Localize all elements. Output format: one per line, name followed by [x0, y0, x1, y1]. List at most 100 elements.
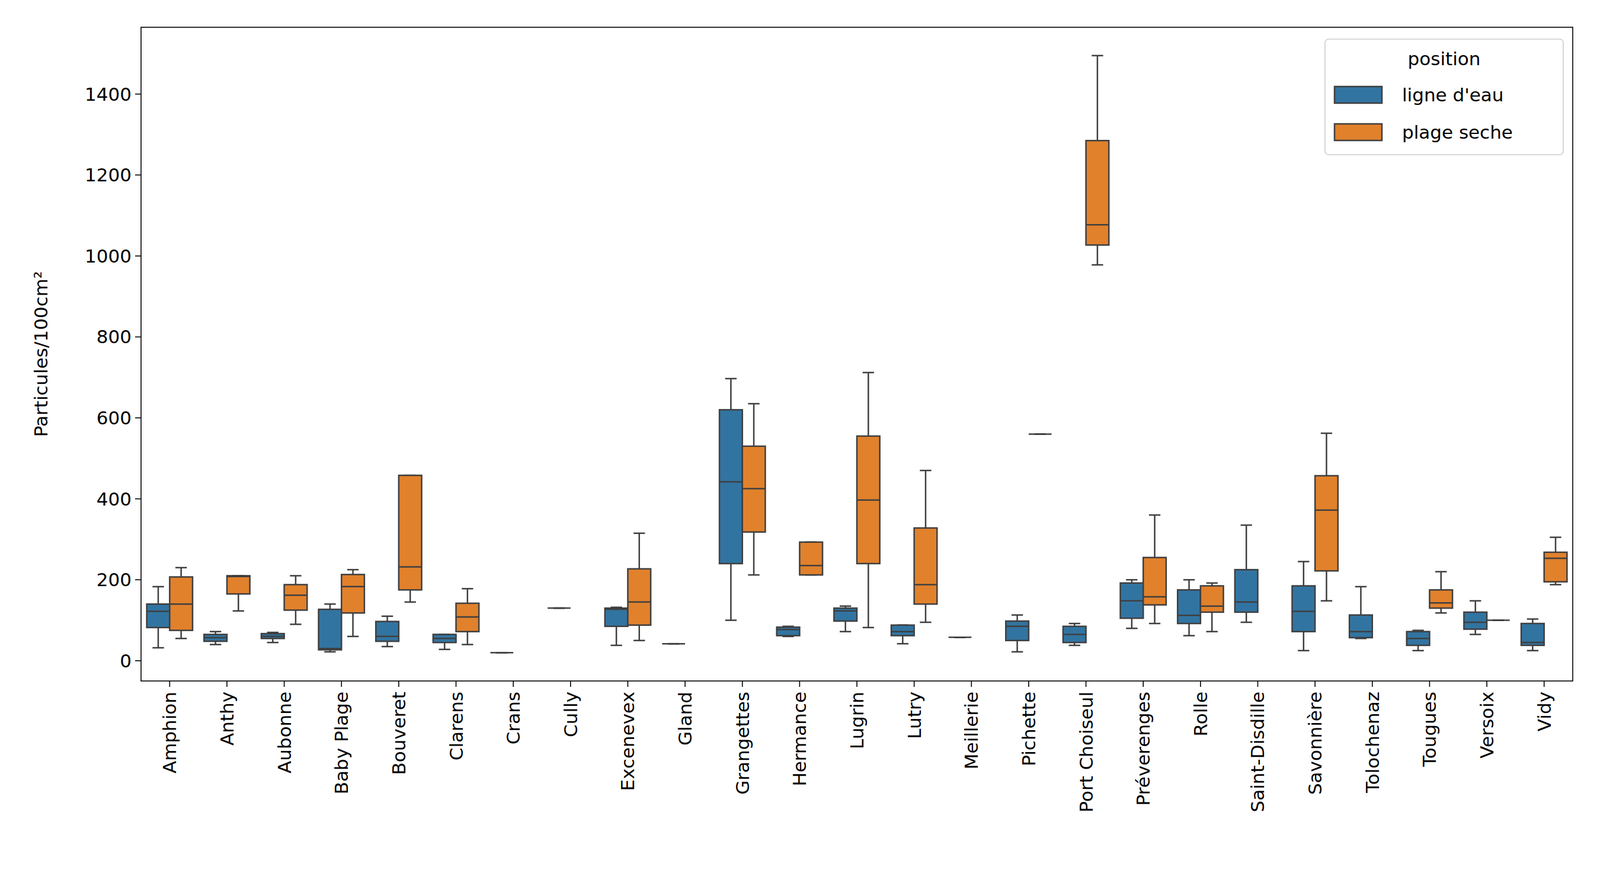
cap-high [919, 469, 931, 472]
median [1406, 637, 1430, 640]
whisker-high [1096, 55, 1099, 141]
box [719, 409, 743, 564]
whisker-high [867, 372, 870, 437]
cap-low [1069, 644, 1081, 647]
cap-high [1011, 613, 1023, 616]
median [1486, 619, 1510, 622]
box [1463, 612, 1487, 630]
whisker-low [409, 589, 412, 602]
legend-label: ligne d'eau [1402, 84, 1504, 106]
y-tick [135, 255, 142, 257]
whisker-low [352, 612, 354, 637]
x-tick [1543, 680, 1545, 687]
median [948, 636, 972, 639]
x-tick-label: Savonnière [1304, 691, 1326, 795]
cap-high [1549, 536, 1561, 539]
median [226, 576, 251, 578]
whisker-high [730, 378, 732, 411]
y-tick [135, 174, 142, 176]
whisker-high [1360, 586, 1362, 616]
chart: 0200400600800100012001400Particules/100c… [0, 0, 1600, 889]
median [547, 607, 571, 610]
x-tick [169, 680, 171, 687]
x-tick [455, 680, 457, 687]
median [1544, 557, 1568, 560]
cap-high [152, 586, 164, 588]
y-tick-label: 0 [119, 650, 132, 672]
whisker-low [237, 593, 240, 611]
cap-low [897, 642, 909, 645]
cap-low [610, 644, 622, 647]
median [833, 610, 857, 613]
median [661, 642, 686, 645]
cap-low [1469, 633, 1481, 636]
cap-low [1412, 650, 1424, 652]
cap-low [1125, 627, 1138, 630]
median [1143, 596, 1167, 598]
median [1086, 224, 1110, 226]
box [1544, 552, 1568, 582]
box [1005, 621, 1029, 641]
cap-low [1011, 651, 1023, 654]
median [318, 647, 342, 650]
cap-low [289, 623, 302, 626]
whisker-high [925, 470, 927, 528]
whisker-high [295, 575, 297, 585]
x-tick-label: Gland [674, 691, 696, 746]
whisker-low [1303, 631, 1305, 651]
box [490, 651, 514, 654]
whisker-low [466, 631, 469, 645]
cap-low [1183, 634, 1195, 637]
x-tick [1200, 680, 1202, 687]
whisker-high [466, 588, 469, 604]
x-tick-label: Port Choiseul [1075, 691, 1097, 813]
x-tick [1028, 680, 1030, 687]
whisker-high [1554, 537, 1557, 553]
x-tick-label: Versoix [1476, 691, 1498, 759]
x-tick-label: Saint-Disdille [1246, 691, 1269, 813]
whisker-high [1474, 600, 1477, 613]
median [1291, 610, 1315, 613]
whisker-low [1211, 612, 1214, 632]
median [375, 635, 399, 638]
whisker-high [180, 567, 182, 578]
median [1349, 630, 1373, 633]
x-tick-label: Lugrin [846, 691, 868, 750]
box [1063, 626, 1087, 643]
y-tick-label: 1200 [84, 164, 132, 186]
cap-low [324, 651, 336, 654]
whisker-low [615, 626, 618, 646]
box [203, 634, 227, 642]
cap-high [1069, 622, 1081, 625]
median [169, 603, 193, 606]
cap-low [152, 647, 164, 649]
median [719, 481, 743, 483]
box [1521, 623, 1545, 646]
whisker-high [386, 616, 389, 622]
x-tick [226, 680, 228, 687]
x-tick [1486, 680, 1488, 687]
box [799, 542, 823, 575]
cap-high [209, 630, 222, 633]
cap-high [289, 574, 302, 577]
median [891, 630, 915, 633]
cap-low [862, 626, 875, 629]
x-tick-label: Vidy [1533, 691, 1555, 732]
median [1463, 621, 1487, 624]
box [1486, 619, 1510, 622]
cap-high [1240, 524, 1252, 527]
box [1314, 475, 1339, 571]
whisker-high [1325, 433, 1328, 476]
x-tick [398, 680, 400, 687]
cap-low [175, 637, 187, 640]
median [1429, 602, 1453, 604]
y-tick-label: 400 [96, 488, 132, 510]
box [627, 568, 651, 626]
x-tick [1257, 680, 1259, 687]
cap-low [633, 639, 645, 642]
median [1063, 633, 1087, 636]
x-tick [741, 680, 744, 687]
x-tick [684, 680, 686, 687]
legend-frame [1325, 39, 1564, 155]
x-tick-label: Cully [560, 691, 582, 738]
